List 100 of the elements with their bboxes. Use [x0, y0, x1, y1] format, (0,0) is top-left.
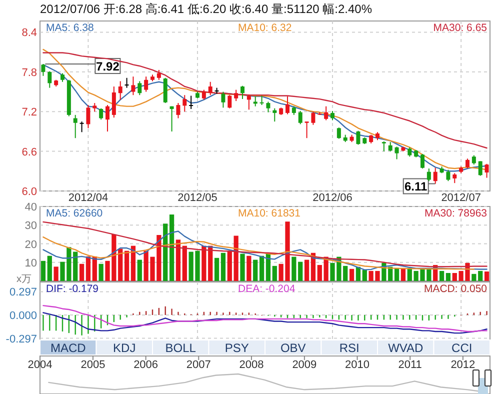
tab-button: OBV — [264, 340, 322, 356]
candlestick — [118, 80, 122, 100]
line-series — [42, 304, 488, 332]
bar — [484, 272, 490, 281]
y-tick-label: 20 — [24, 238, 37, 251]
bar — [446, 272, 451, 281]
candlestick — [446, 169, 450, 182]
text: MA10: 61831 — [238, 208, 301, 220]
candlestick — [260, 95, 264, 106]
bar — [394, 268, 400, 281]
candlestick — [433, 167, 438, 184]
x-tick-label: 2012/07 — [441, 192, 481, 204]
y-axis-title: x万 — [16, 274, 32, 285]
series-label: MACD: 0.050 — [424, 283, 488, 295]
candlestick — [73, 114, 78, 139]
candlestick — [394, 146, 399, 160]
candlestick — [144, 76, 148, 92]
bar — [202, 246, 206, 281]
x-tick-label: 2011 — [398, 359, 422, 371]
bar — [163, 224, 168, 281]
tab-button: WVAD — [377, 340, 434, 356]
bar — [169, 214, 174, 281]
y-tick-label: 8.4 — [22, 27, 37, 40]
y-tick-label: 0.000 — [9, 310, 37, 322]
candlestick — [163, 77, 168, 104]
bar — [400, 268, 406, 281]
candlestick — [202, 89, 206, 100]
x-tick-label: 2005 — [80, 359, 106, 371]
bar — [73, 252, 78, 281]
series-label: DIF: -0.179 — [46, 283, 99, 295]
x-tick-label: 2004 — [28, 359, 52, 371]
y-tick-label: 7.2 — [22, 106, 37, 119]
candlestick — [472, 154, 476, 166]
tab-button: KDJ — [96, 340, 153, 356]
bar — [452, 272, 457, 281]
candlestick — [80, 121, 84, 133]
candlestick — [99, 108, 104, 120]
candlestick — [382, 140, 386, 152]
candlestick — [388, 142, 392, 152]
bar — [182, 246, 187, 281]
text: DEA: -0.204 — [238, 283, 296, 295]
x-tick-label: 2012/05 — [178, 192, 218, 204]
candlestick — [286, 96, 290, 115]
bar — [227, 250, 232, 281]
candlestick — [330, 110, 334, 121]
x-tick-label: 2012/04 — [68, 192, 108, 204]
candlestick — [484, 163, 489, 178]
candlestick — [253, 96, 258, 107]
bar — [349, 268, 354, 281]
candlestick — [426, 168, 431, 182]
candlestick — [246, 94, 251, 110]
candlestick — [311, 111, 316, 126]
x-tick-label: 2007 — [186, 359, 211, 371]
line-series — [42, 312, 488, 334]
bar — [86, 256, 91, 281]
bar — [439, 270, 444, 281]
tab-button: RSI — [320, 340, 378, 356]
bar — [266, 254, 271, 281]
x-tick-label: 2012 — [450, 359, 476, 371]
candlestick — [189, 95, 194, 110]
y-tick-label: 6.0 — [22, 186, 37, 198]
candlestick — [182, 94, 187, 112]
candlestick — [356, 130, 360, 146]
bar — [240, 254, 245, 281]
x-tick-label: 2012/06 — [312, 192, 352, 204]
candlestick — [208, 81, 212, 96]
line-series — [42, 230, 488, 270]
bar — [220, 252, 226, 281]
text: MA30: 6.65 — [433, 22, 488, 34]
bar — [292, 256, 296, 281]
bar — [79, 264, 84, 281]
tab-button: BOLL — [152, 340, 210, 356]
candlestick — [234, 89, 238, 102]
bar — [54, 266, 58, 281]
x-tick-label: 2009 — [292, 359, 317, 371]
bar — [362, 270, 367, 281]
y-tick-label: 6.6 — [22, 146, 37, 158]
bar — [472, 274, 476, 281]
bar — [47, 256, 52, 281]
y-tick-label: 30 — [24, 220, 37, 232]
candlestick — [138, 80, 142, 96]
bar — [298, 262, 303, 281]
tab-button: PSY — [208, 340, 266, 356]
text: MA30: 78963 — [424, 208, 488, 220]
bar — [343, 266, 348, 281]
candlestick — [170, 106, 174, 132]
candlestick — [304, 121, 309, 139]
text: MA5: 62660 — [46, 208, 103, 220]
candlestick — [420, 153, 424, 170]
candlestick — [240, 85, 244, 100]
candlestick — [131, 76, 136, 96]
bar — [137, 260, 142, 281]
bar — [130, 246, 136, 281]
candlestick — [124, 77, 129, 88]
candlestick — [106, 104, 110, 132]
bar — [214, 258, 220, 281]
candlestick — [86, 104, 90, 129]
candlestick — [228, 94, 232, 109]
annotation: 7.92 — [96, 59, 120, 74]
line-series — [42, 236, 475, 270]
